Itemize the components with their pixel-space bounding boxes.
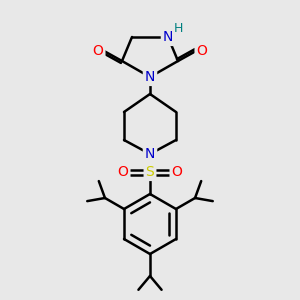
Text: H: H — [173, 22, 183, 35]
Text: O: O — [118, 165, 128, 179]
Text: N: N — [145, 70, 155, 84]
Text: O: O — [172, 165, 182, 179]
Text: O: O — [196, 44, 207, 58]
Text: O: O — [93, 44, 104, 58]
Text: N: N — [145, 147, 155, 161]
Text: S: S — [146, 165, 154, 179]
Text: N: N — [163, 30, 173, 44]
